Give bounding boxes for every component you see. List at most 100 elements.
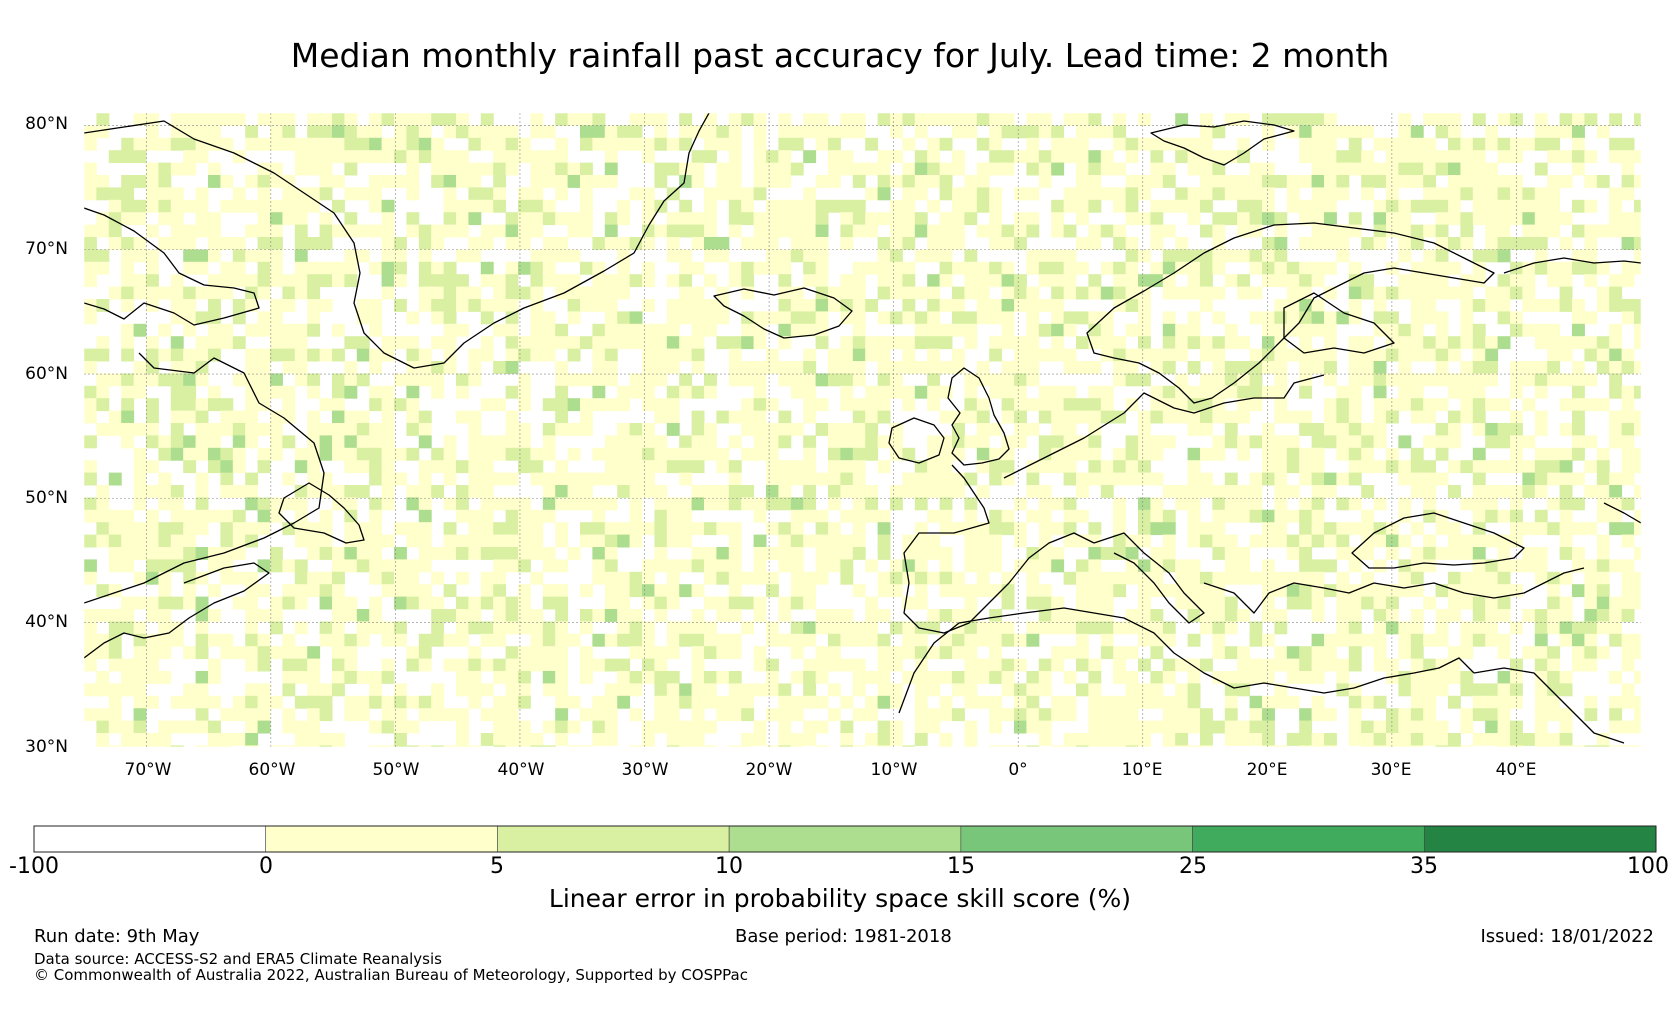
grid-cell <box>1138 212 1151 226</box>
grid-cell <box>629 745 643 747</box>
grid-cell <box>170 311 184 325</box>
grid-cell <box>1348 373 1362 387</box>
grid-cell <box>158 633 172 647</box>
grid-cell <box>133 286 147 300</box>
grid-cell <box>1435 348 1449 362</box>
grid-cell <box>704 485 717 498</box>
grid-cell <box>1485 199 1499 213</box>
grid-cell <box>480 299 494 312</box>
grid-cell <box>530 534 544 548</box>
grid-cell <box>1398 497 1412 511</box>
grid-cell <box>394 336 407 350</box>
grid-cell <box>468 671 482 684</box>
grid-cell <box>369 460 383 474</box>
grid-cell <box>121 720 135 734</box>
grid-cell <box>976 621 990 635</box>
grid-cell <box>170 745 184 747</box>
grid-cell <box>840 348 854 362</box>
grid-cell <box>307 261 321 275</box>
grid-cell <box>642 199 655 213</box>
grid-cell <box>332 559 345 573</box>
grid-cell <box>803 683 817 697</box>
grid-cell <box>1026 745 1040 747</box>
grid-cell <box>1249 398 1263 412</box>
grid-cell <box>1088 658 1102 672</box>
grid-cell <box>443 547 457 560</box>
grid-cell <box>1410 274 1424 288</box>
grid-cell <box>1497 274 1511 288</box>
grid-cell <box>1113 447 1127 461</box>
grid-cell <box>1088 410 1102 424</box>
grid-cell <box>1373 286 1387 300</box>
grid-cell <box>1224 472 1238 486</box>
grid-cell <box>604 286 618 300</box>
grid-cell <box>1634 199 1641 213</box>
grid-cell <box>741 497 755 511</box>
grid-cell <box>431 274 445 288</box>
grid-cell <box>1274 485 1288 498</box>
grid-cell <box>542 125 556 139</box>
grid-cell <box>1100 410 1114 424</box>
grid-cell <box>332 199 345 213</box>
grid-cell <box>1299 571 1313 585</box>
grid-cell <box>580 485 593 498</box>
grid-cell <box>1584 745 1598 747</box>
grid-cell <box>332 435 345 449</box>
grid-cell <box>307 237 321 250</box>
grid-cell <box>865 447 879 461</box>
grid-cell <box>1113 237 1127 250</box>
grid-cell <box>1286 596 1300 610</box>
grid-cell <box>183 199 197 213</box>
grid-cell <box>232 596 246 610</box>
grid-cell <box>1026 633 1040 647</box>
grid-cell <box>108 547 122 560</box>
grid-cell <box>580 745 593 747</box>
grid-cell <box>741 113 755 126</box>
grid-cell <box>1038 175 1052 188</box>
grid-cell <box>592 286 606 300</box>
grid-cell <box>1249 695 1263 709</box>
grid-cell <box>1609 609 1623 622</box>
grid-cell <box>927 534 941 548</box>
grid-cell <box>1150 633 1164 647</box>
grid-cell <box>468 137 482 151</box>
grid-cell <box>84 224 97 238</box>
grid-cell <box>443 299 457 312</box>
grid-cell <box>691 683 705 697</box>
grid-cell <box>716 410 730 424</box>
grid-cell <box>1014 683 1027 697</box>
grid-cell <box>369 398 383 412</box>
grid-cell <box>1001 596 1015 610</box>
grid-cell <box>381 423 395 436</box>
grid-cell <box>1510 385 1523 399</box>
grid-cell <box>691 720 705 734</box>
grid-cell <box>443 286 457 300</box>
grid-cell <box>741 398 755 412</box>
grid-cell <box>741 187 755 201</box>
grid-cell <box>1286 435 1300 449</box>
grid-cell <box>865 336 879 350</box>
grid-cell <box>493 224 507 238</box>
grid-cell <box>121 658 135 672</box>
grid-cell <box>1311 534 1325 548</box>
grid-cell <box>1187 695 1201 709</box>
grid-cell <box>778 261 792 275</box>
grid-cell <box>1460 547 1474 560</box>
lon-label-40e: 40°E <box>1495 760 1537 780</box>
grid-cell <box>1026 323 1040 337</box>
grid-cell <box>381 224 395 238</box>
grid-cell <box>170 633 184 647</box>
grid-cell <box>1001 584 1015 598</box>
grid-cell <box>1262 199 1275 213</box>
grid-cell <box>902 286 916 300</box>
grid-cell <box>456 113 469 126</box>
grid-cell <box>282 596 296 610</box>
grid-cell <box>394 249 407 263</box>
grid-cell <box>828 435 841 449</box>
grid-cell <box>1398 348 1412 362</box>
grid-cell <box>766 708 779 722</box>
grid-cell <box>1150 671 1164 684</box>
grid-cell <box>828 125 841 139</box>
grid-cell <box>592 336 606 350</box>
grid-cell <box>1311 485 1325 498</box>
